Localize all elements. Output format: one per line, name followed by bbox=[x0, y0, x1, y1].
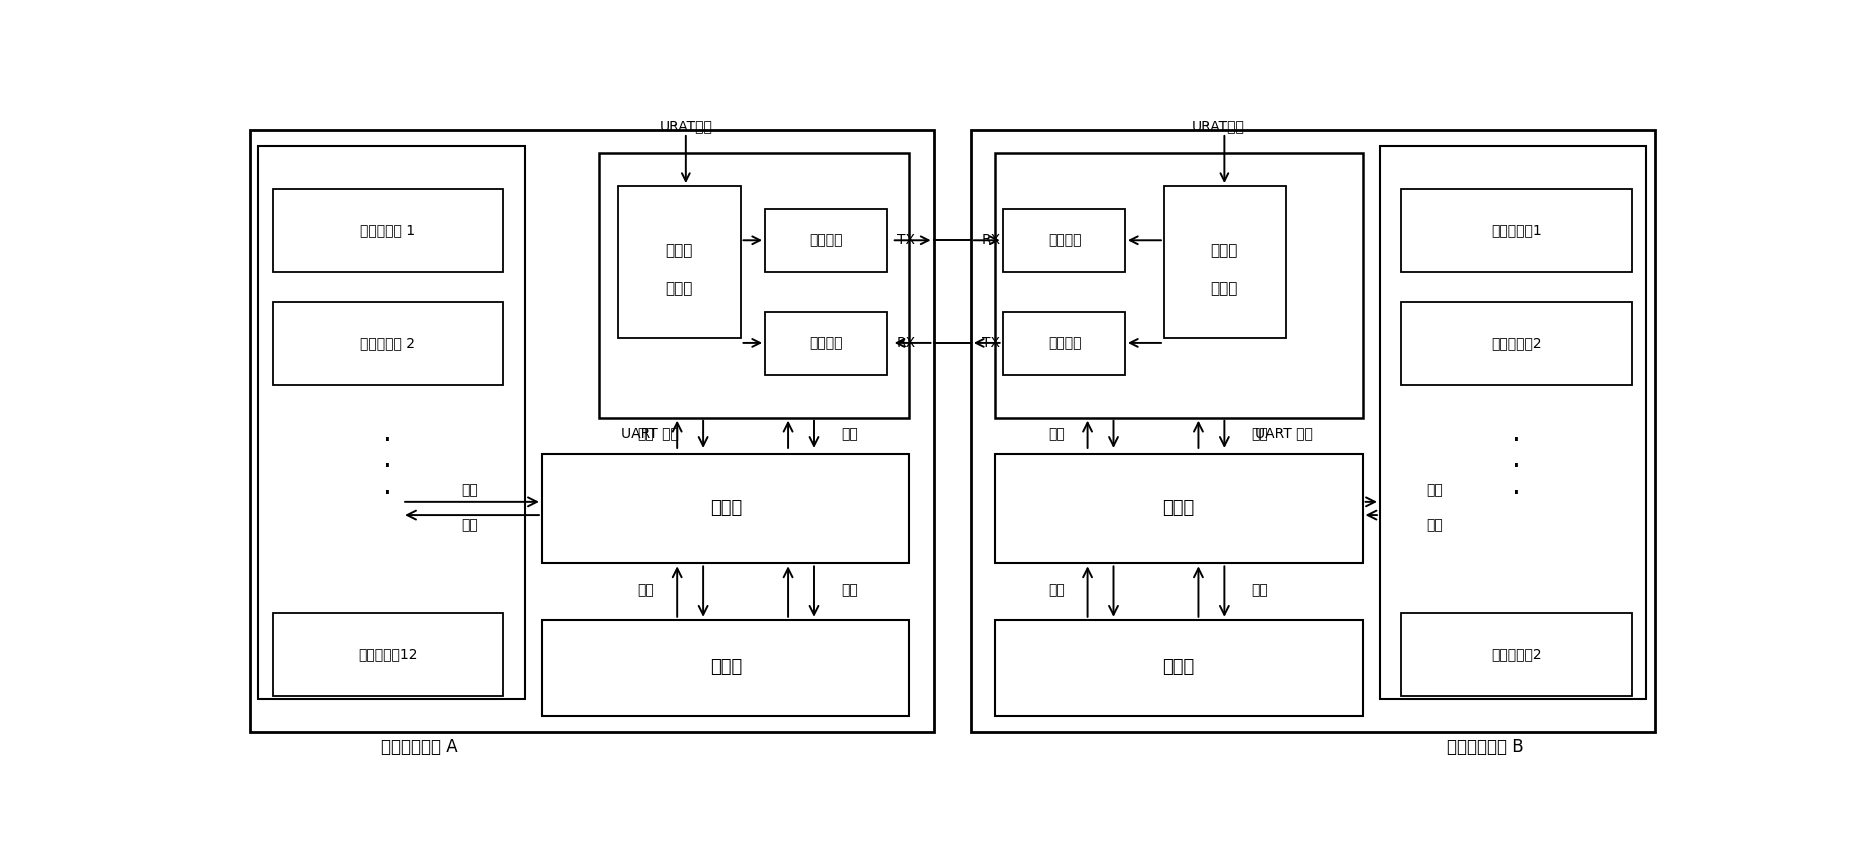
Text: URAT时钟: URAT时钟 bbox=[1192, 120, 1244, 133]
Bar bbox=[995, 454, 1361, 563]
Bar bbox=[1380, 146, 1645, 699]
Text: 通道相关器 2: 通道相关器 2 bbox=[360, 336, 416, 350]
Text: ·: · bbox=[1512, 427, 1521, 455]
Text: 存储器: 存储器 bbox=[709, 659, 743, 677]
Text: 数据: 数据 bbox=[637, 427, 654, 441]
Text: 控制: 控制 bbox=[841, 584, 858, 598]
Text: 数据: 数据 bbox=[637, 584, 654, 598]
Text: 波特率: 波特率 bbox=[665, 243, 693, 258]
Text: 通道相关器2: 通道相关器2 bbox=[1491, 648, 1541, 661]
Bar bbox=[765, 209, 888, 272]
Text: ·: · bbox=[383, 480, 392, 508]
Text: 控制: 控制 bbox=[1252, 584, 1268, 598]
Text: 数据: 数据 bbox=[1426, 483, 1443, 498]
Text: 控制: 控制 bbox=[1252, 427, 1268, 441]
Text: 通道相关器2: 通道相关器2 bbox=[1491, 336, 1541, 350]
Text: 发送通道: 发送通道 bbox=[1047, 336, 1081, 350]
Text: 通道相关器12: 通道相关器12 bbox=[358, 648, 418, 661]
Bar bbox=[1162, 186, 1285, 338]
Text: 通道相关器 1: 通道相关器 1 bbox=[360, 224, 416, 237]
Text: TX: TX bbox=[982, 336, 999, 350]
Bar bbox=[618, 186, 741, 338]
Bar bbox=[765, 312, 888, 375]
Text: 数据: 数据 bbox=[1047, 427, 1064, 441]
Bar bbox=[542, 454, 908, 563]
Bar bbox=[273, 189, 503, 272]
Bar bbox=[273, 302, 503, 384]
Text: ·: · bbox=[1512, 453, 1521, 482]
Text: 接收通道: 接收通道 bbox=[1047, 233, 1081, 248]
Text: 数据: 数据 bbox=[1047, 584, 1064, 598]
Text: 数据: 数据 bbox=[461, 483, 477, 498]
Text: ·: · bbox=[1512, 480, 1521, 508]
Text: 控制: 控制 bbox=[841, 427, 858, 441]
Text: URAT时钟: URAT时钟 bbox=[659, 120, 711, 133]
Bar bbox=[542, 620, 908, 716]
Bar bbox=[249, 130, 932, 733]
Text: 控制: 控制 bbox=[461, 519, 477, 532]
Bar bbox=[971, 130, 1655, 733]
Text: 存储器: 存储器 bbox=[1161, 659, 1194, 677]
Text: ·: · bbox=[383, 427, 392, 455]
Text: 通道相关器1: 通道相关器1 bbox=[1491, 224, 1541, 237]
Text: 处理器: 处理器 bbox=[1161, 500, 1194, 518]
Text: 处理器: 处理器 bbox=[709, 500, 743, 518]
Bar bbox=[1400, 302, 1630, 384]
Text: 波特率: 波特率 bbox=[1211, 243, 1237, 258]
Bar bbox=[273, 613, 503, 696]
Bar bbox=[995, 153, 1361, 418]
Text: TX: TX bbox=[897, 233, 916, 248]
Text: RX: RX bbox=[897, 336, 916, 350]
Bar bbox=[995, 620, 1361, 716]
Text: UART 模块: UART 模块 bbox=[1253, 426, 1311, 440]
Text: 信号捕获系统 A: 信号捕获系统 A bbox=[381, 738, 457, 756]
Bar bbox=[1400, 613, 1630, 696]
Text: 信号捕获系统 B: 信号捕获系统 B bbox=[1447, 738, 1523, 756]
Bar bbox=[600, 153, 908, 418]
Text: RX: RX bbox=[980, 233, 1001, 248]
Text: 控制器: 控制器 bbox=[665, 281, 693, 296]
Text: 控制器: 控制器 bbox=[1211, 281, 1237, 296]
Bar bbox=[258, 146, 524, 699]
Text: 发送通道: 发送通道 bbox=[810, 233, 843, 248]
Bar bbox=[1003, 312, 1125, 375]
Bar bbox=[1003, 209, 1125, 272]
Text: ·: · bbox=[383, 453, 392, 482]
Text: UART 模块: UART 模块 bbox=[620, 426, 678, 440]
Text: 控制: 控制 bbox=[1426, 519, 1443, 532]
Bar bbox=[1400, 189, 1630, 272]
Text: 接收通道: 接收通道 bbox=[810, 336, 843, 350]
